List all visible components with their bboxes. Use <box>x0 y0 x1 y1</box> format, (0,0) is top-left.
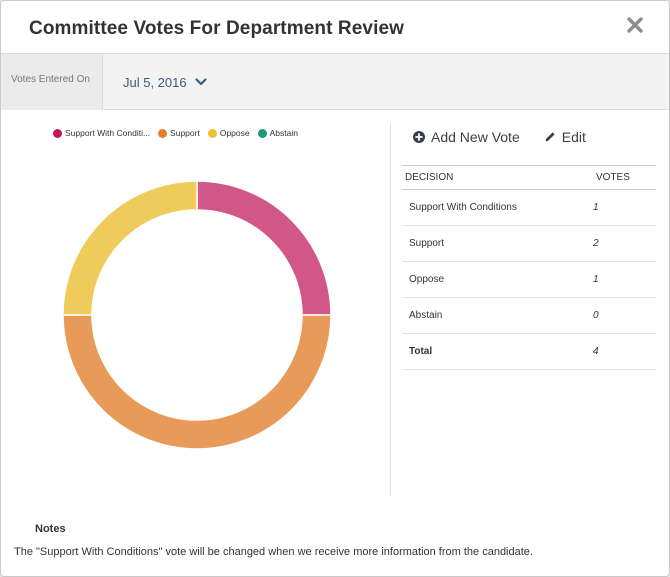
legend-label: Abstain <box>269 128 298 138</box>
votes-value: 2 <box>593 238 599 249</box>
votes-cell: 0 <box>593 297 656 334</box>
date-dropdown-value: Jul 5, 2016 <box>123 74 187 90</box>
legend-swatch <box>53 128 62 138</box>
legend-swatch <box>207 128 217 138</box>
column-divider <box>390 123 391 496</box>
legend-label: Oppose <box>219 128 250 138</box>
pencil-icon <box>545 132 555 142</box>
add-new-vote-button[interactable]: Add New Vote <box>413 129 520 145</box>
table-total-row: Total 4 <box>402 333 656 370</box>
table-row: Oppose 1 <box>402 261 656 298</box>
legend-swatch <box>257 128 267 138</box>
votes-value: 1 <box>593 274 599 285</box>
decision-cell: Support <box>402 225 596 262</box>
decision-cell: Oppose <box>402 261 596 298</box>
legend-item-oppose[interactable]: Oppose <box>207 128 250 138</box>
date-dropdown[interactable]: Jul 5, 2016 <box>123 73 207 91</box>
votes-cell: 2 <box>593 225 656 262</box>
chart-legend: Support With Conditi... Support Oppose A… <box>53 128 298 138</box>
dialog-header: Committee Votes For Department Review <box>1 1 669 54</box>
edit-button[interactable]: Edit <box>544 129 586 145</box>
donut-slice-support-with-conditions[interactable] <box>196 180 332 316</box>
total-votes-cell: 4 <box>593 333 656 370</box>
notes-text: The "Support With Conditions" vote will … <box>14 546 533 558</box>
votes-value: 1 <box>593 202 599 213</box>
table-row: Abstain 0 <box>402 297 656 334</box>
legend-item-support[interactable]: Support <box>158 128 200 138</box>
legend-item-support-with-conditions[interactable]: Support With Conditi... <box>53 128 150 138</box>
date-filter-bar: Votes Entered On Jul 5, 2016 <box>1 54 669 110</box>
decision-cell: Abstain <box>402 297 596 334</box>
votes-column-header: VOTES <box>596 165 656 190</box>
legend-label: Support <box>170 128 200 138</box>
votes-cell: 1 <box>593 261 656 298</box>
close-icon <box>627 17 643 33</box>
legend-swatch <box>158 128 168 138</box>
table-row: Support 2 <box>402 225 656 262</box>
total-votes-value: 4 <box>593 346 599 357</box>
legend-item-abstain[interactable]: Abstain <box>257 128 298 138</box>
legend-label: Support With Conditi... <box>65 128 151 138</box>
edit-label: Edit <box>561 129 586 145</box>
add-new-vote-label: Add New Vote <box>431 129 520 145</box>
date-label: Votes Entered On <box>11 74 90 85</box>
chevron-down-icon <box>195 78 207 86</box>
table-row: Support With Conditions 1 <box>402 189 656 226</box>
dialog-title: Committee Votes For Department Review <box>29 18 404 39</box>
votes-cell: 1 <box>593 189 656 226</box>
table-header-row: DECISION VOTES <box>402 165 656 190</box>
votes-donut-chart <box>62 180 332 450</box>
decision-column-header: DECISION <box>402 165 596 190</box>
donut-slice-support[interactable] <box>62 314 332 450</box>
total-label: Total <box>402 333 596 370</box>
decision-cell: Support With Conditions <box>402 189 596 226</box>
votes-value: 0 <box>593 310 599 321</box>
votes-table: DECISION VOTES Support With Conditions 1… <box>402 165 656 370</box>
date-label-cell: Votes Entered On <box>1 54 103 110</box>
donut-slice-oppose[interactable] <box>62 180 198 316</box>
vote-actions: Add New Vote Edit <box>413 129 586 145</box>
plus-circle-icon <box>413 131 425 143</box>
content-area: Support With Conditi... Support Oppose A… <box>1 110 669 510</box>
notes-heading: Notes <box>35 523 66 535</box>
close-button[interactable] <box>625 15 645 35</box>
